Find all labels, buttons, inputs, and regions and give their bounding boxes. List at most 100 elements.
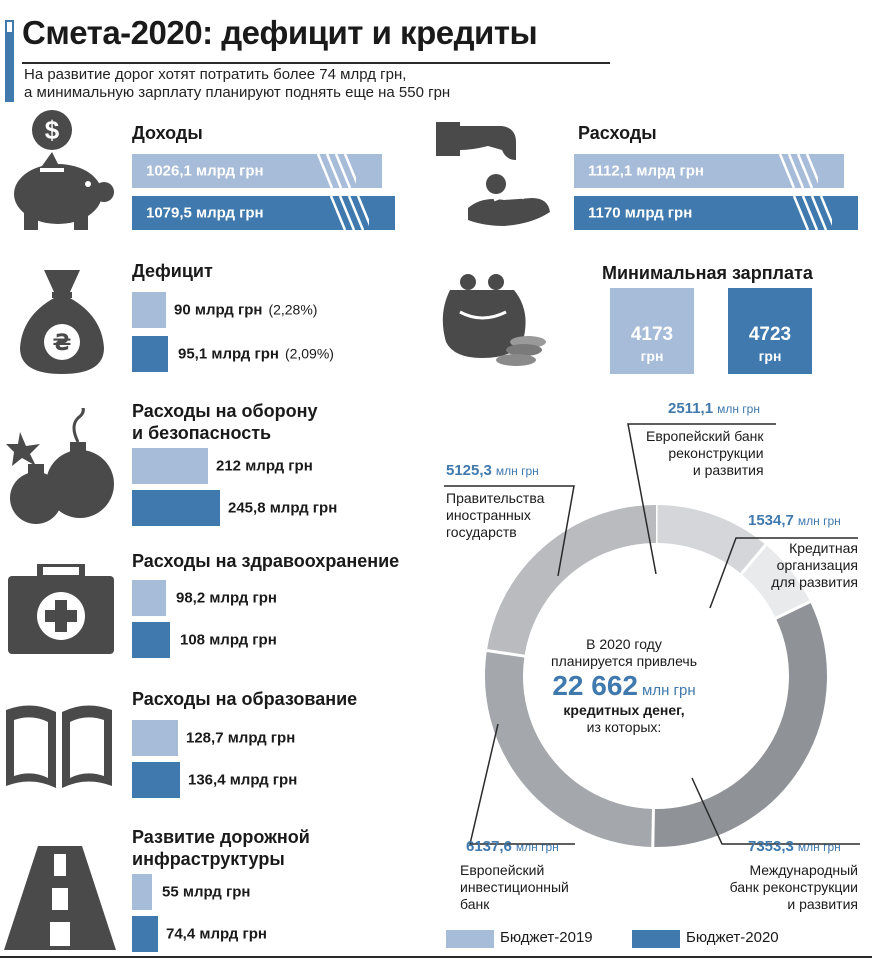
education-bar-2020 xyxy=(132,762,180,798)
deficit-bar-2019 xyxy=(132,292,166,328)
slice-label-eib-line-1: Европейский xyxy=(460,862,545,878)
min-wage-unit-2019: грн xyxy=(640,348,664,364)
slice-label-gov-line-3: государств xyxy=(446,524,517,540)
roads-title: Развитие дорожной инфраструктуры xyxy=(132,826,310,870)
donut-slice-eib xyxy=(485,650,654,847)
bar-hatch-marks xyxy=(792,196,832,230)
donut-total-value: 22 662 xyxy=(552,670,638,701)
donut-center-text: В 2020 году планируется привлечь 22 662 м… xyxy=(520,636,728,736)
bar-hatch-marks xyxy=(316,154,356,188)
donut-center-line-2: планируется привлечь xyxy=(551,653,697,669)
slice-value-number-ebrd: 2511,1 xyxy=(668,400,714,417)
expenses-label-2020: 1170 млрд грн xyxy=(588,204,693,222)
min-wage-value-2020: 4723 xyxy=(748,324,792,345)
deficit-label-2019: 90 млрд грн (2,28%) xyxy=(174,302,317,319)
slice-label-credit-org: Кредитная организация для развития xyxy=(771,540,858,591)
slice-label-ebrd-line-3: и развития xyxy=(692,462,764,478)
legend-label-2020: Бюджет-2020 xyxy=(686,929,779,946)
healthcare-label-2019: 98,2 млрд грн xyxy=(176,589,277,607)
hand-receiving-coin-icon xyxy=(436,122,550,226)
defense-title-line-1: Расходы на оборону xyxy=(132,401,318,421)
donut-separator xyxy=(739,543,768,576)
slice-value-ibrd: 7353,3 млн грн xyxy=(748,838,841,855)
expenses-title: Расходы xyxy=(578,123,657,143)
deficit-row-2020: 95,1 млрд грн (2,09%) xyxy=(132,336,432,372)
slice-label-ebrd-line-2: реконструкции xyxy=(668,445,764,461)
donut-slice-gov xyxy=(486,505,657,657)
income-label-2019: 1026,1 млрд грн xyxy=(146,162,264,180)
healthcare-bar-2019 xyxy=(132,580,166,616)
slice-value-number-ibrd: 7353,3 xyxy=(748,838,794,855)
slice-label-ibrd-line-1: Международный xyxy=(749,862,858,878)
education-label-2020: 136,4 млрд грн xyxy=(188,771,298,789)
slice-label-ibrd: Международный банк реконструкции и разви… xyxy=(730,862,858,913)
expenses-bar-2019: 1112,1 млрд грн xyxy=(574,154,844,188)
income-bar-2020: 1079,5 млрд грн xyxy=(132,196,395,230)
slice-value-unit-credit-org: млн грн xyxy=(797,514,841,528)
subtitle-line-1: На развитие дорог хотят потратить более … xyxy=(24,66,407,83)
leader-line-gov xyxy=(444,485,575,577)
svg-text:$: $ xyxy=(45,115,60,145)
income-label-2020: 1079,5 млрд грн xyxy=(146,204,264,222)
leader-line-ibrd xyxy=(691,777,860,845)
donut-slice-credit-org xyxy=(740,544,811,619)
slice-label-ibrd-line-3: и развития xyxy=(787,896,858,912)
slice-label-ibrd-line-2: банк реконструкции xyxy=(729,879,858,895)
loans-donut-chart xyxy=(444,423,860,848)
open-book-icon xyxy=(6,705,112,788)
donut-center-line-1: В 2020 году xyxy=(586,636,662,652)
donut-total-unit: млн грн xyxy=(642,682,696,699)
slice-label-gov-line-2: иностранных xyxy=(446,507,531,523)
donut-slice-ebrd xyxy=(655,505,766,575)
first-aid-kit-icon xyxy=(8,564,114,654)
page-subtitle: На развитие дорог хотят потратить более … xyxy=(24,66,450,102)
deficit-value-2020: 95,1 млрд грн xyxy=(178,345,279,363)
slice-label-gov-line-1: Правительства xyxy=(446,490,545,506)
legend-swatch-2019 xyxy=(446,930,494,948)
defense-row-2020: 245,8 млрд грн xyxy=(132,490,432,526)
income-title: Доходы xyxy=(132,123,203,143)
roads-bar-2019 xyxy=(132,874,152,910)
min-wage-unit-2020: грн xyxy=(758,348,782,364)
education-row-2019: 128,7 млрд грн xyxy=(132,720,432,756)
healthcare-bar-2020 xyxy=(132,622,170,658)
roads-bar-2020 xyxy=(132,916,158,952)
donut-separator xyxy=(485,648,526,658)
education-bar-2019 xyxy=(132,720,178,756)
slice-label-eib: Европейский инвестиционный банк xyxy=(460,862,569,913)
healthcare-label-2020: 108 млрд грн xyxy=(180,631,277,649)
slice-label-gov: Правительства иностранных государств xyxy=(446,490,544,541)
slice-value-credit-org: 1534,7 млн грн xyxy=(748,512,841,529)
roads-label-2020: 74,4 млрд грн xyxy=(166,925,267,943)
min-wage-box-2020: 4723 грн xyxy=(728,288,812,374)
slice-label-credit-org-line-2: организация xyxy=(776,557,858,573)
header-accent-bar xyxy=(5,20,14,102)
roads-row-2020: 74,4 млрд грн xyxy=(132,916,432,952)
min-wage-title: Минимальная зарплата xyxy=(602,263,813,283)
defense-label-2019: 212 млрд грн xyxy=(216,457,313,475)
slice-value-number-eib: 6137,6 xyxy=(466,838,512,855)
coin-purse-icon xyxy=(442,274,546,366)
slice-value-ebrd: 2511,1 млн грн xyxy=(668,400,760,417)
leader-line-eib xyxy=(469,723,575,845)
defense-title-line-2: и безопасность xyxy=(132,423,272,443)
slice-value-eib: 6137,6 млн грн xyxy=(466,838,559,855)
bombs-icon xyxy=(6,408,114,524)
donut-separator xyxy=(774,599,812,621)
min-wage-value-2019: 4173 xyxy=(630,324,674,345)
donut-slice-ibrd xyxy=(652,601,827,847)
slice-label-eib-line-3: банк xyxy=(460,896,490,912)
roads-label-2019: 55 млрд грн xyxy=(162,883,251,901)
expenses-bar-2020: 1170 млрд грн xyxy=(574,196,858,230)
page-title: Смета-2020: дефицит и кредиты xyxy=(22,14,538,51)
slice-label-ebrd-line-1: Европейский банк xyxy=(646,428,764,444)
defense-bar-2020 xyxy=(132,490,220,526)
healthcare-row-2019: 98,2 млрд грн xyxy=(132,580,432,616)
deficit-pct-2019: (2,28%) xyxy=(268,301,318,318)
slice-label-credit-org-line-1: Кредитная xyxy=(789,540,858,556)
deficit-value-2019: 90 млрд грн xyxy=(174,301,263,319)
min-wage-box-2019: 4173 грн xyxy=(610,288,694,374)
roads-title-line-2: инфраструктуры xyxy=(132,849,285,869)
education-label-2019: 128,7 млрд грн xyxy=(186,729,296,747)
slice-value-unit-eib: млн грн xyxy=(515,840,559,854)
